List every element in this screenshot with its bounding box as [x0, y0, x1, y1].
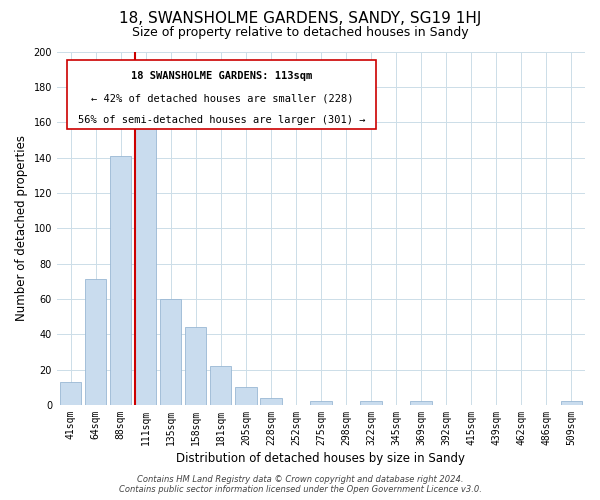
- Bar: [310, 402, 332, 405]
- Bar: [235, 388, 257, 405]
- Text: Contains HM Land Registry data © Crown copyright and database right 2024.
Contai: Contains HM Land Registry data © Crown c…: [119, 474, 481, 494]
- X-axis label: Distribution of detached houses by size in Sandy: Distribution of detached houses by size …: [176, 452, 466, 465]
- Bar: [185, 327, 206, 405]
- Text: 56% of semi-detached houses are larger (301) →: 56% of semi-detached houses are larger (…: [78, 115, 365, 125]
- Bar: [410, 402, 432, 405]
- Bar: [210, 366, 232, 405]
- Text: 18 SWANSHOLME GARDENS: 113sqm: 18 SWANSHOLME GARDENS: 113sqm: [131, 71, 313, 81]
- Y-axis label: Number of detached properties: Number of detached properties: [15, 135, 28, 321]
- Bar: [110, 156, 131, 405]
- Bar: [60, 382, 82, 405]
- Bar: [260, 398, 281, 405]
- Text: ← 42% of detached houses are smaller (228): ← 42% of detached houses are smaller (22…: [91, 94, 353, 104]
- FancyBboxPatch shape: [67, 60, 376, 130]
- Text: Size of property relative to detached houses in Sandy: Size of property relative to detached ho…: [131, 26, 469, 39]
- Bar: [361, 402, 382, 405]
- Bar: [85, 280, 106, 405]
- Bar: [560, 402, 582, 405]
- Bar: [160, 299, 181, 405]
- Bar: [135, 108, 157, 405]
- Text: 18, SWANSHOLME GARDENS, SANDY, SG19 1HJ: 18, SWANSHOLME GARDENS, SANDY, SG19 1HJ: [119, 11, 481, 26]
